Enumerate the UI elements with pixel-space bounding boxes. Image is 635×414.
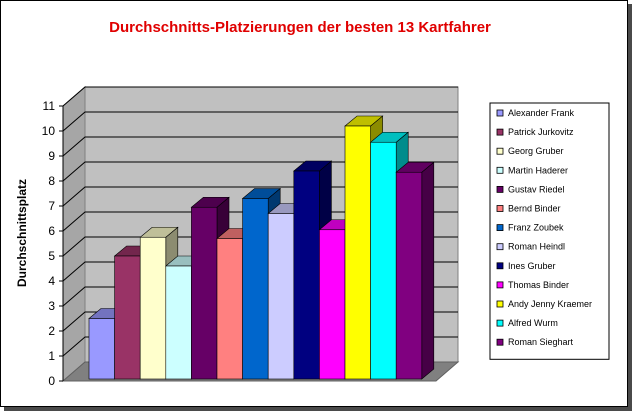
y-tick-label: 0 [48,374,55,388]
legend-entry: Alexander Frank [508,108,575,118]
side-wall [62,85,86,383]
legend-swatch [496,319,504,327]
legend-entry: Martin Haderer [508,165,568,175]
bar-roman-sieghart [395,161,435,380]
legend-entry: Bernd Binder [508,204,561,214]
legend-swatch [496,224,504,232]
y-tick-label: 4 [48,274,55,288]
y-tick-label: 2 [48,324,55,338]
legend-swatch [496,281,504,289]
legend-swatch [496,262,504,270]
legend-swatch [496,109,504,117]
legend-entry: Alfred Wurm [508,318,558,328]
gridline [62,161,458,182]
legend-entry: Gustav Riedel [508,184,565,194]
y-axis-label: Durchschnittsplatz [15,179,29,287]
gridline [62,186,458,207]
y-tick-label: 10 [42,124,56,138]
gridline [62,86,458,107]
legend-entry: Patrick Jurkovitz [508,127,574,137]
y-tick-label: 8 [48,174,55,188]
legend-entry: Andy Jenny Kraemer [508,299,592,309]
legend-box [489,102,610,360]
legend-entry: Georg Gruber [508,146,564,156]
legend-swatch [496,300,504,308]
plot-area: 0 1 2 3 4 5 6 7 8 9 10 11 [42,85,460,388]
legend-entry: Roman Heindl [508,242,565,252]
legend-entry: Thomas Binder [508,280,569,290]
legend-swatch [496,166,504,174]
y-tick-label: 9 [48,149,55,163]
y-tick-label: 7 [48,199,55,213]
legend-swatch [496,338,504,346]
legend-entry: Franz Zoubek [508,223,564,233]
legend-entry: Roman Sieghart [508,337,574,347]
gridline [62,136,458,157]
y-tick-label: 1 [48,349,55,363]
y-tick-label: 3 [48,299,55,313]
y-tick-label: 11 [43,99,56,113]
legend: Alexander Frank Patrick Jurkovitz Georg Gr… [489,102,610,360]
gridline [62,111,458,132]
chart-title: Durchschnitts-Platzierungen der besten 1… [109,19,491,36]
y-tick-label: 6 [48,224,55,238]
legend-entry: Ines Gruber [508,261,556,271]
legend-swatch [496,147,504,155]
legend-swatch [496,243,504,251]
legend-swatch [496,205,504,212]
gridline [62,211,458,232]
legend-swatch [496,185,504,193]
legend-swatch [496,128,504,136]
y-tick-label: 5 [48,249,55,263]
